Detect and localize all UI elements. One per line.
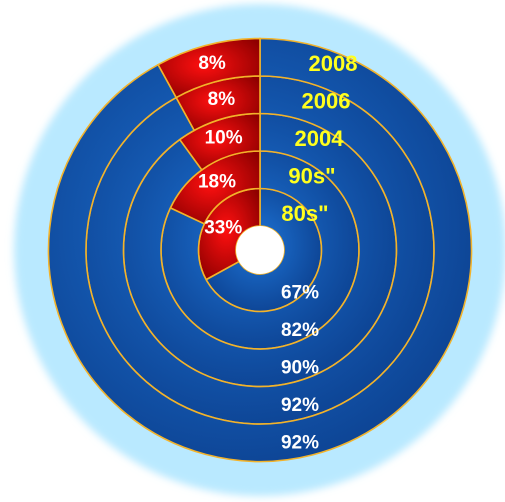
label-category-80s: 80s" bbox=[281, 201, 328, 226]
label-pct-blue-2004: 90% bbox=[281, 357, 319, 378]
label-category-2006: 2006 bbox=[302, 88, 351, 113]
label-pct-blue-80s: 67% bbox=[281, 282, 319, 303]
label-category-2004: 2004 bbox=[295, 126, 345, 151]
segment-red-2008 bbox=[157, 37, 261, 99]
label-pct-red-2006: 8% bbox=[208, 89, 236, 110]
label-pct-blue-90s: 82% bbox=[281, 320, 319, 341]
center-hole bbox=[236, 226, 284, 274]
label-pct-red-2004: 10% bbox=[205, 128, 243, 149]
label-pct-red-2008: 8% bbox=[198, 53, 226, 74]
ring-segments bbox=[47, 37, 473, 463]
label-category-2008: 2008 bbox=[309, 51, 358, 76]
label-pct-blue-2008: 92% bbox=[281, 432, 319, 453]
label-pct-red-80s: 33% bbox=[204, 218, 242, 239]
label-pct-blue-2006: 92% bbox=[281, 395, 319, 416]
label-category-90s: 90s" bbox=[288, 163, 335, 188]
label-pct-red-90s: 18% bbox=[198, 172, 236, 193]
ring-labels: 67% 33% 80s" 82% 18% 90s" 90% 10% 2004 92% 8% 2006 9… bbox=[198, 51, 357, 454]
segment-blue-2008 bbox=[47, 37, 473, 463]
